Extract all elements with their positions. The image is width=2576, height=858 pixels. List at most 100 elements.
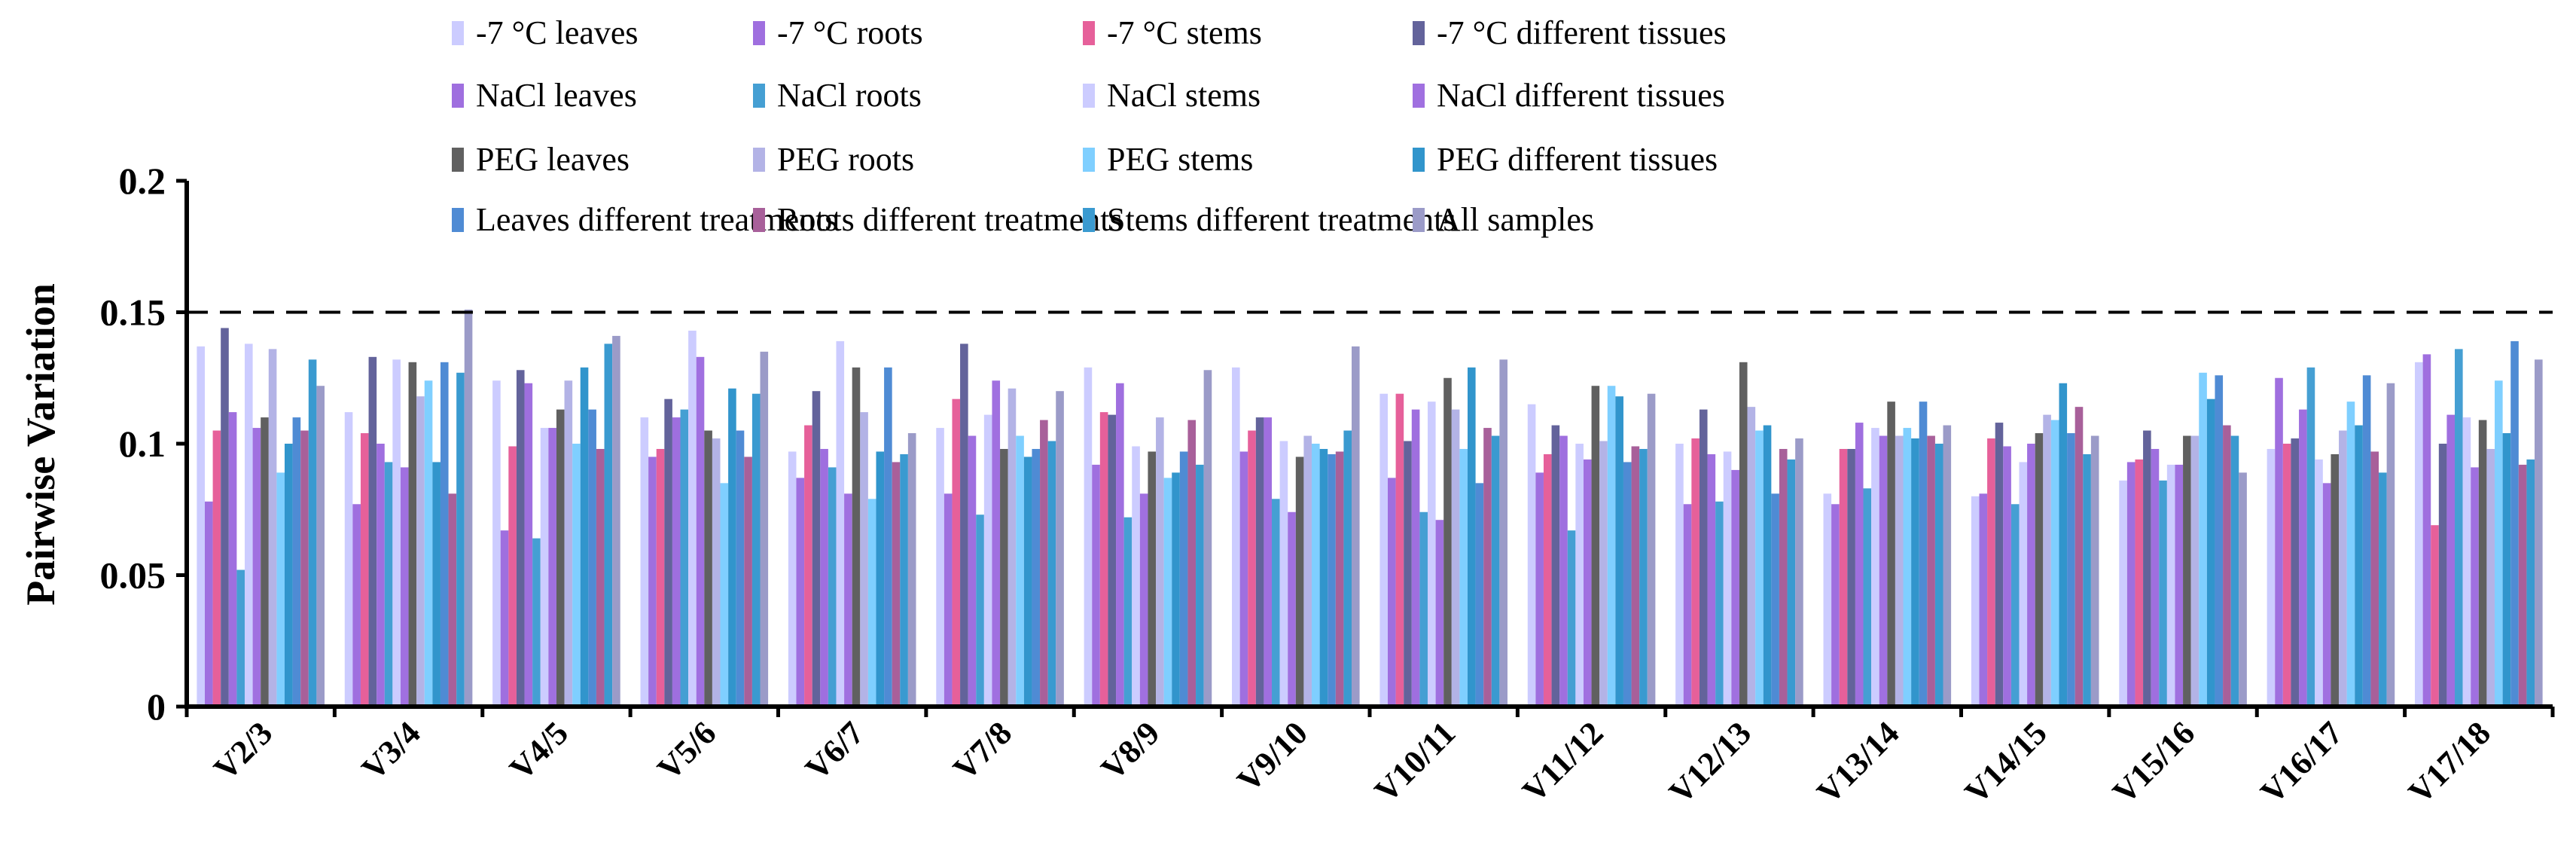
legend-item: All samples <box>1413 201 1594 238</box>
bar-V8-9-series-14 <box>1196 464 1204 707</box>
bar-V2-3-series-7 <box>252 428 261 707</box>
legend-swatch <box>753 21 765 45</box>
bar-V12-13-series-13 <box>1779 448 1788 707</box>
bar-V7-8-series-0 <box>936 428 944 707</box>
bar-V17-18-series-12 <box>2510 340 2519 707</box>
bar-V2-3-series-3 <box>221 328 229 707</box>
bar-V10-11-series-12 <box>1475 483 1484 707</box>
bar-V10-11-series-8 <box>1443 377 1452 707</box>
bar-V12-13-series-0 <box>1675 444 1684 707</box>
bar-V5-6-series-4 <box>672 417 681 707</box>
bar-V8-9-series-13 <box>1187 420 1197 707</box>
legend-label: PEG leaves <box>476 141 630 178</box>
bar-V17-18-series-13 <box>2518 464 2527 707</box>
bar-V14-15-series-14 <box>2083 453 2091 707</box>
legend-item: -7 °C leaves <box>452 14 639 51</box>
bar-V16-17-series-5 <box>2306 367 2315 707</box>
bar-V16-17-series-0 <box>2267 448 2276 707</box>
bar-V17-18-series-9 <box>2486 448 2495 707</box>
bar-V9-10-series-6 <box>1279 441 1288 707</box>
legend-label: Roots different treatments <box>777 201 1123 238</box>
legend-label: -7 °C leaves <box>476 14 639 51</box>
bar-V13-14-series-7 <box>1879 435 1888 707</box>
bar-V3-4-series-4 <box>376 444 385 707</box>
bar-V15-16-series-9 <box>2190 435 2200 707</box>
bar-V16-17-series-10 <box>2346 402 2355 707</box>
bar-V5-6-series-10 <box>720 483 729 707</box>
x-tick-label: V4/5 <box>502 714 575 787</box>
bar-V11-12-series-10 <box>1607 386 1616 707</box>
x-tick-label: V5/6 <box>651 714 724 787</box>
bar-V8-9-series-12 <box>1179 451 1188 707</box>
bar-V14-15-series-2 <box>1987 438 1995 707</box>
bar-V15-16-series-10 <box>2199 372 2207 707</box>
bars <box>197 310 2543 707</box>
bar-V3-4-series-8 <box>408 362 417 707</box>
legend-swatch <box>452 208 464 232</box>
legend-swatch <box>452 21 464 45</box>
bar-V15-16-series-4 <box>2151 448 2160 707</box>
legend-item: PEG leaves <box>452 141 630 178</box>
bar-V8-9-series-10 <box>1163 478 1172 707</box>
bar-V6-7-series-10 <box>867 499 876 707</box>
bar-V6-7-series-14 <box>900 453 908 707</box>
bar-V12-13-series-1 <box>1683 504 1692 707</box>
bar-V10-11-series-5 <box>1419 511 1428 707</box>
legend-item: PEG different tissues <box>1413 141 1718 178</box>
bar-V10-11-series-9 <box>1451 409 1460 707</box>
legend-swatch <box>753 148 765 172</box>
bar-V14-15-series-10 <box>2050 420 2059 707</box>
bar-V15-16-series-11 <box>2206 398 2215 707</box>
bar-V8-9-series-15 <box>1203 370 1212 707</box>
bar-V11-12-series-0 <box>1527 404 1536 707</box>
bar-V13-14-series-2 <box>1839 448 1848 707</box>
bar-V15-16-series-5 <box>2159 480 2167 707</box>
bar-V14-15-series-1 <box>1979 493 1988 707</box>
bar-V11-12-series-3 <box>1551 425 1560 707</box>
bar-V8-9-series-0 <box>1084 367 1093 707</box>
y-tick-label: 0.2 <box>119 160 166 202</box>
bar-V3-4-series-10 <box>424 380 433 707</box>
bar-V2-3-series-0 <box>197 346 205 707</box>
bar-V13-14-series-6 <box>1871 428 1879 707</box>
bar-V11-12-series-5 <box>1567 530 1576 707</box>
bar-V17-18-series-1 <box>2422 354 2431 707</box>
bar-V9-10-series-14 <box>1343 430 1352 707</box>
legend-label: Leaves different treatments <box>476 201 838 238</box>
bar-V10-11-series-13 <box>1483 428 1492 707</box>
bar-V14-15-series-7 <box>2027 444 2035 707</box>
bar-V5-6-series-15 <box>760 351 769 707</box>
bar-V10-11-series-15 <box>1499 359 1507 707</box>
bar-V2-3-series-12 <box>292 417 301 707</box>
bar-V4-5-series-3 <box>516 370 525 707</box>
bar-V10-11-series-11 <box>1467 367 1476 707</box>
legend-swatch <box>452 148 464 172</box>
bar-V17-18-series-15 <box>2535 359 2543 707</box>
x-tick-label: V2/3 <box>206 714 279 787</box>
bar-V7-8-series-7 <box>992 380 1001 707</box>
bar-V16-17-series-3 <box>2291 438 2300 707</box>
bar-V11-12-series-6 <box>1575 444 1584 707</box>
x-tick-label: V13/14 <box>1809 714 1906 811</box>
legend-item: NaCl different tissues <box>1413 77 1725 114</box>
bar-V7-8-series-6 <box>983 414 992 707</box>
legend-item: Roots different treatments <box>753 201 1123 238</box>
bar-V15-16-series-8 <box>2183 435 2191 707</box>
legend-item: -7 °C different tissues <box>1413 14 1727 51</box>
bar-V8-9-series-11 <box>1172 472 1180 707</box>
bar-V9-10-series-7 <box>1288 511 1296 707</box>
y-axis-label: Pairwise Variation <box>18 283 63 606</box>
bar-V16-17-series-1 <box>2275 377 2283 707</box>
bar-V14-15-series-0 <box>1971 496 1980 707</box>
bar-V6-7-series-4 <box>820 448 828 707</box>
x-tick-label: V9/10 <box>1230 714 1314 798</box>
bar-V6-7-series-5 <box>828 467 837 707</box>
legend-label: All samples <box>1437 201 1594 238</box>
bar-V10-11-series-1 <box>1387 478 1396 707</box>
bar-V11-12-series-13 <box>1631 446 1640 707</box>
bar-V17-18-series-8 <box>2478 420 2487 707</box>
bar-V17-18-series-5 <box>2455 349 2463 707</box>
bar-V4-5-series-2 <box>508 446 517 707</box>
bar-V3-4-series-14 <box>456 372 465 707</box>
